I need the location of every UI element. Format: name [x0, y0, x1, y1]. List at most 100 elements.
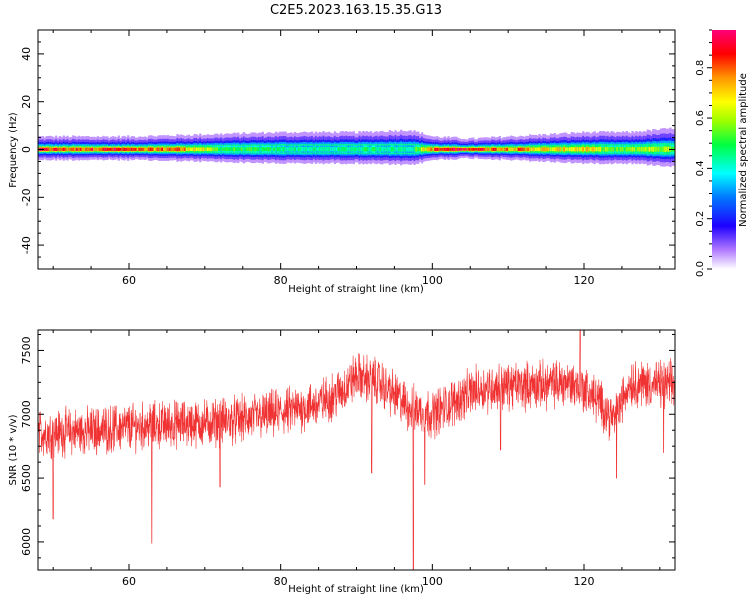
- spectral-band-cell: [426, 147, 429, 152]
- spectral-band-cell: [398, 146, 401, 152]
- spectral-band-cell: [407, 146, 410, 152]
- spectral-band-cell: [51, 147, 54, 151]
- spectral-band-cell: [293, 147, 297, 152]
- spectral-band-cell: [449, 147, 452, 151]
- spectral-band-cell: [477, 147, 481, 151]
- spectral-band-cell: [510, 147, 513, 152]
- spectral-band-cell: [396, 147, 399, 152]
- spectral-band-cell: [358, 146, 361, 152]
- spectral-band-cell: [557, 147, 560, 152]
- snr-xlabel: Height of straight line (km): [288, 584, 424, 595]
- spectral-band-cell: [75, 147, 79, 151]
- spectral-band-cell: [375, 146, 378, 152]
- spectral-band-cell: [326, 147, 329, 152]
- spectral-band-cell: [49, 147, 52, 152]
- spectral-band-cell: [108, 147, 111, 151]
- spectral-band-cell: [115, 147, 119, 151]
- spectral-band-cell: [390, 146, 393, 152]
- spectral-band-cell: [551, 147, 555, 152]
- spectral-band-cell: [134, 147, 137, 151]
- spectral-band-cell: [201, 147, 204, 152]
- spectral-band-cell: [343, 147, 346, 152]
- spectral-band-cell: [627, 147, 630, 152]
- spectral-band-cell: [625, 146, 629, 152]
- spectral-band-cell: [481, 147, 484, 151]
- spectral-band-cell: [511, 147, 515, 151]
- spectral-band-cell: [318, 147, 321, 152]
- spectral-band-cell: [106, 147, 109, 151]
- spectral-band-cell: [650, 146, 653, 152]
- spectral-band-cell: [312, 147, 316, 152]
- spectral-band-cell: [371, 147, 374, 152]
- spectral-band-cell: [271, 147, 274, 152]
- spectral-band-cell: [202, 147, 206, 152]
- spectral-band-cell: [182, 147, 185, 152]
- spectral-band-cell: [261, 147, 265, 152]
- spectral-band-cell: [170, 147, 174, 152]
- spectral-band-cell: [392, 147, 395, 152]
- spectral-band-cell: [159, 147, 162, 152]
- spectral-band-cell: [288, 147, 291, 152]
- spectral-band-cell: [70, 147, 73, 151]
- spectral-band-cell: [94, 147, 98, 151]
- spectral-band-cell: [515, 147, 519, 151]
- spectral-band-cell: [320, 147, 323, 152]
- x-tick-label: 100: [422, 575, 443, 588]
- spectral-band-cell: [74, 147, 77, 152]
- spectral-band-cell: [220, 147, 223, 152]
- spectral-band-cell: [204, 147, 208, 152]
- spectral-band-cell: [259, 147, 263, 152]
- snr-series-line: [38, 330, 675, 570]
- spectral-band-cell: [663, 146, 666, 152]
- spectral-band-cell: [544, 147, 547, 152]
- spectral-band-cell: [576, 147, 579, 152]
- spectral-band-cell: [324, 147, 327, 152]
- spectral-band-cell: [420, 147, 424, 152]
- spectral-band-cell: [555, 147, 558, 152]
- spectral-band-cell: [274, 147, 278, 152]
- spectral-band-cell: [388, 146, 392, 152]
- spectral-band-cell: [364, 147, 367, 152]
- spectral-band-cell: [386, 147, 390, 152]
- colorbar-ticks: 0.0 0.2 0.4 0.6 0.8: [695, 29, 712, 277]
- spectral-band-cell: [129, 147, 132, 151]
- spectral-band-cell: [55, 147, 58, 152]
- spectral-band-cell: [547, 147, 551, 152]
- spectral-band-cell: [193, 147, 196, 152]
- spectral-band-cell: [623, 147, 627, 152]
- spectral-band-cell: [656, 146, 659, 152]
- spectral-band-cell: [240, 147, 244, 152]
- spectral-band-cell: [89, 147, 92, 151]
- spectral-band-cell: [284, 147, 287, 152]
- spectral-band-cell: [303, 146, 306, 152]
- spectral-band-cell: [487, 147, 490, 151]
- spectral-band-cell: [176, 147, 179, 152]
- spectral-band-cell: [422, 147, 426, 152]
- spectral-band-cell: [621, 146, 625, 152]
- spectral-band-cell: [53, 147, 56, 151]
- spectral-band-cell: [400, 146, 403, 152]
- spectral-band-cell: [483, 147, 486, 151]
- spectral-band-cell: [183, 147, 187, 152]
- spectral-band-cell: [142, 147, 145, 151]
- spectral-band-cell: [316, 147, 319, 152]
- spectral-band-cell: [278, 147, 282, 152]
- spectral-band-cell: [223, 147, 227, 152]
- spectral-band-cell: [455, 147, 458, 151]
- colorbar-gradient: [712, 30, 736, 269]
- spectral-band-cell: [151, 147, 155, 152]
- spectral-band-cell: [648, 146, 651, 152]
- spectral-band-cell: [587, 147, 591, 152]
- snr-panel: 60 80 100 120 6000 6500 7000 7500 Height of str…: [8, 329, 676, 595]
- spectral-band-cell: [121, 147, 124, 151]
- spectral-band-cell: [229, 147, 232, 152]
- spectral-band-cell: [491, 147, 494, 151]
- spectral-band-cell: [331, 147, 335, 152]
- spectral-band-cell: [362, 146, 365, 152]
- spectral-band-cell: [199, 147, 202, 152]
- spectral-band-cell: [584, 147, 587, 152]
- spectral-band-cell: [286, 147, 289, 152]
- spectral-band-cell: [496, 147, 500, 151]
- spectral-band-cell: [525, 147, 528, 152]
- spectral-band-cell: [538, 147, 541, 152]
